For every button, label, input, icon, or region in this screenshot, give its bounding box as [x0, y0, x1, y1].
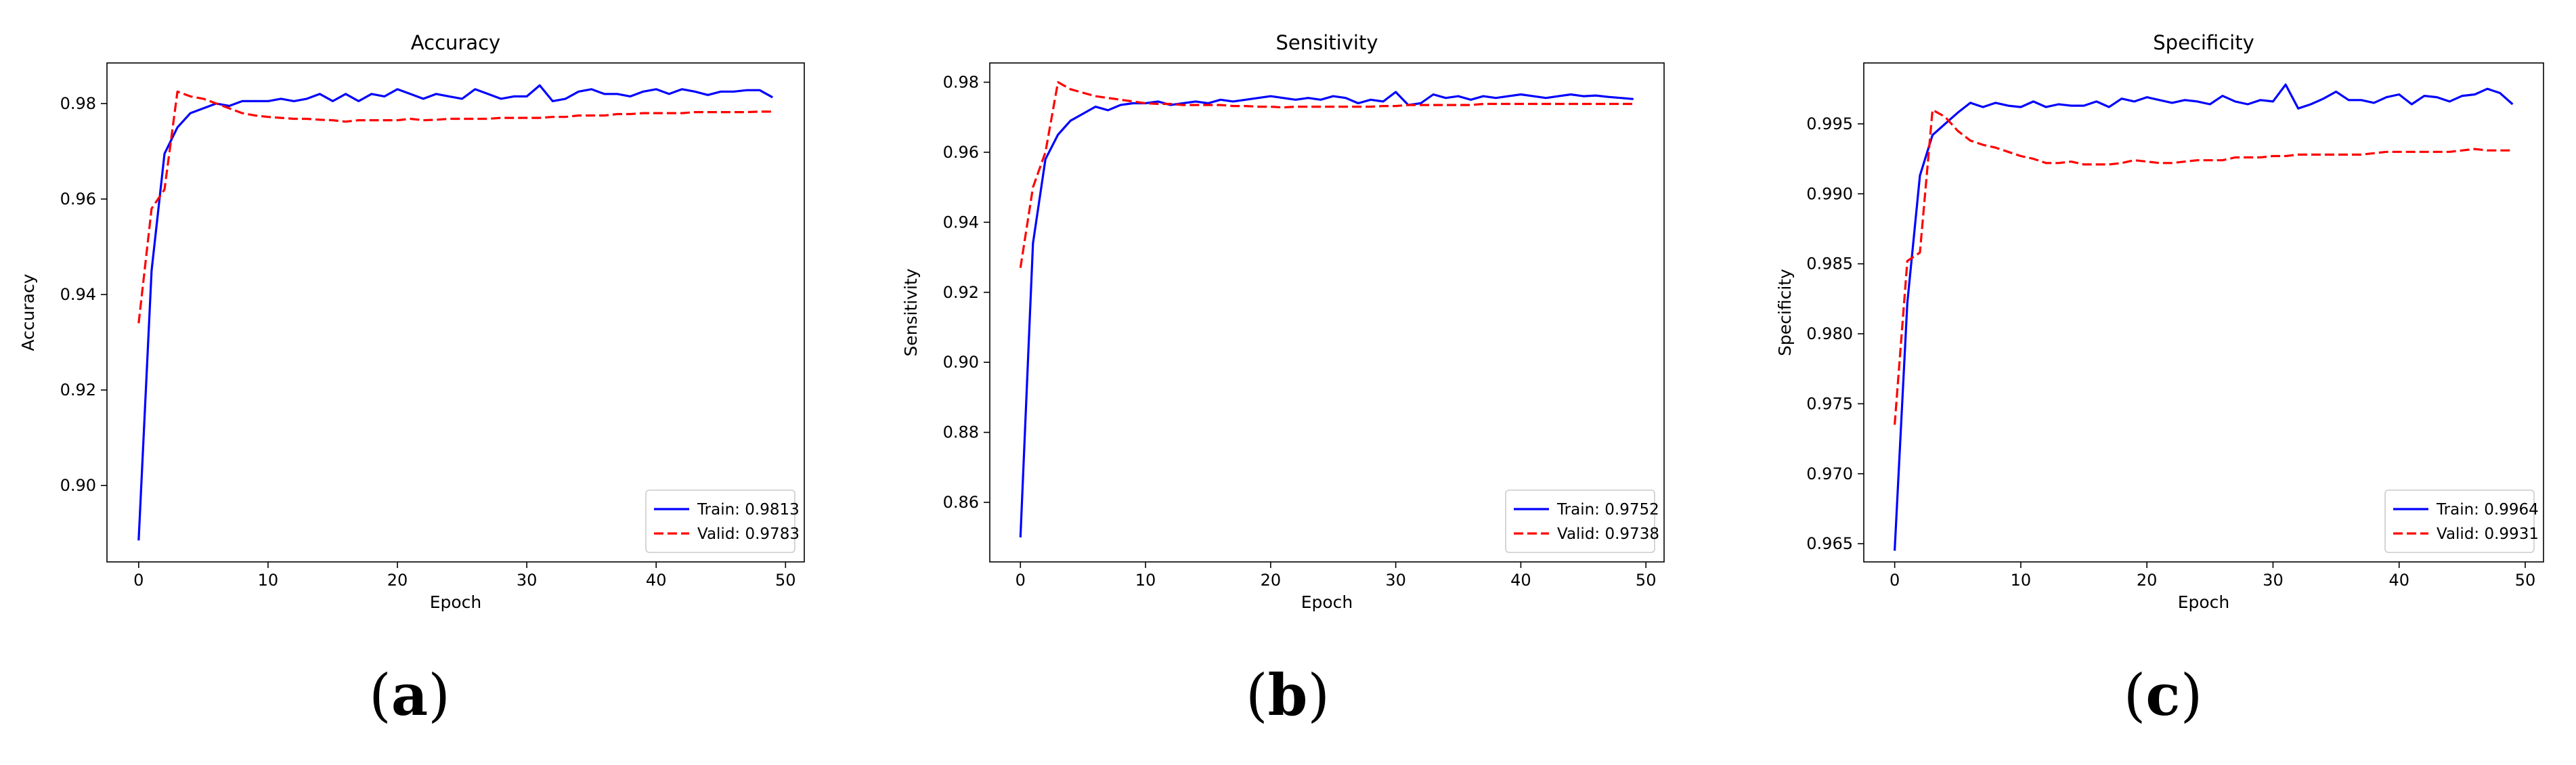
accuracy-legend-label-valid: Valid: 0.9783: [697, 525, 800, 543]
caption-a-letter: a: [391, 661, 429, 728]
accuracy-legend-box: [645, 489, 795, 553]
accuracy-ytick-label-4: 0.98: [60, 94, 96, 113]
specificity-legend-box: [2384, 489, 2535, 553]
sensitivity-series-train-line: [1019, 91, 1634, 538]
accuracy-ytick-label-1: 0.92: [60, 380, 96, 399]
sensitivity-legend-box: [1505, 489, 1655, 553]
accuracy-axes-frame: [106, 62, 805, 563]
sensitivity-ytick-label-5: 0.96: [943, 143, 979, 162]
specificity-axes-frame: [1863, 62, 2544, 563]
sensitivity-ytick-label-0: 0.86: [943, 493, 979, 512]
specificity-panel: Specificity 0 10 20 30 40 50 0.965 0.970 0.975 0.9…: [1775, 31, 2544, 612]
accuracy-ytick-label-2: 0.94: [60, 285, 96, 304]
caption-c: (c): [2123, 661, 2203, 728]
sensitivity-ytick-label-4: 0.94: [943, 213, 979, 232]
accuracy-series-valid-line: [137, 90, 773, 324]
accuracy-ytick-label-0: 0.90: [60, 476, 96, 495]
accuracy-legend-label-train: Train: 0.9813: [697, 501, 800, 519]
caption-b-letter: b: [1267, 661, 1308, 728]
accuracy-legend: Train: 0.9813 Valid: 0.9783: [645, 489, 800, 553]
specificity-xtick-label-30: 30: [2263, 571, 2284, 590]
specificity-xtick-label-10: 10: [2011, 571, 2032, 590]
specificity-series-train-line: [1894, 83, 2514, 551]
sensitivity-xtick-label-40: 40: [1510, 571, 1531, 590]
sensitivity-xtick-label-20: 20: [1261, 571, 1282, 590]
accuracy-xtick-label-40: 40: [646, 571, 667, 590]
sensitivity-legend-label-train: Train: 0.9752: [1556, 501, 1659, 519]
sensitivity-xtick-label-0: 0: [1016, 571, 1026, 590]
sensitivity-ytick-label-3: 0.92: [943, 283, 979, 302]
specificity-ytick-label-6: 0.995: [1806, 114, 1853, 133]
sensitivity-ytick-label-1: 0.88: [943, 423, 979, 442]
accuracy-xtick-label-20: 20: [387, 571, 408, 590]
sensitivity-xtick-label-30: 30: [1385, 571, 1406, 590]
specificity-ytick-label-1: 0.970: [1806, 464, 1853, 483]
sensitivity-xlabel: Epoch: [1301, 592, 1353, 612]
specificity-legend-label-train: Train: 0.9964: [2436, 501, 2539, 519]
sensitivity-legend: Train: 0.9752 Valid: 0.9738: [1505, 489, 1659, 553]
specificity-series-valid-line: [1894, 108, 2513, 425]
sensitivity-title: Sensitivity: [1276, 31, 1378, 54]
caption-b: (b): [1245, 661, 1330, 728]
caption-c-letter: c: [2145, 661, 2181, 728]
specificity-ytick-label-5: 0.990: [1806, 184, 1853, 203]
specificity-title: Specificity: [2153, 31, 2254, 54]
specificity-ytick-label-0: 0.965: [1806, 534, 1853, 553]
accuracy-xtick-label-30: 30: [517, 571, 538, 590]
sensitivity-ylabel: Sensitivity: [901, 268, 921, 356]
accuracy-xtick-label-0: 0: [133, 571, 144, 590]
sensitivity-legend-label-valid: Valid: 0.9738: [1557, 525, 1659, 543]
accuracy-ytick-label-3: 0.96: [60, 190, 96, 209]
specificity-xtick-label-20: 20: [2137, 571, 2158, 590]
sensitivity-xtick-label-50: 50: [1636, 571, 1657, 590]
sensitivity-ytick-label-6: 0.98: [943, 72, 979, 91]
accuracy-panel: Accuracy 0 10 20 30 40 50 0.90 0.92 0.94 0.96 0.98 E…: [18, 31, 805, 612]
specificity-ytick-label-3: 0.980: [1806, 324, 1853, 343]
specificity-ytick-label-2: 0.975: [1806, 394, 1853, 413]
specificity-legend-label-valid: Valid: 0.9931: [2437, 525, 2539, 543]
sensitivity-xtick-label-10: 10: [1135, 571, 1156, 590]
specificity-legend: Train: 0.9964 Valid: 0.9931: [2384, 489, 2539, 553]
specificity-xtick-label-0: 0: [1890, 571, 1900, 590]
accuracy-xlabel: Epoch: [430, 592, 482, 612]
sensitivity-axes-frame: [989, 62, 1665, 563]
accuracy-ylabel: Accuracy: [18, 274, 38, 351]
accuracy-series-train-line: [137, 84, 773, 541]
accuracy-title: Accuracy: [411, 31, 500, 54]
specificity-ytick-label-4: 0.985: [1806, 255, 1853, 274]
sensitivity-ytick-label-2: 0.90: [943, 353, 979, 372]
sensitivity-panel: Sensitivity 0 10 20 30 40 50 0.86 0.88 0.90 0.92 0.…: [901, 31, 1665, 612]
specificity-xtick-label-40: 40: [2388, 571, 2409, 590]
accuracy-xtick-label-10: 10: [258, 571, 279, 590]
accuracy-xtick-label-50: 50: [775, 571, 796, 590]
specificity-ylabel: Specificity: [1775, 269, 1795, 356]
specificity-xlabel: Epoch: [2178, 592, 2230, 612]
specificity-xtick-label-50: 50: [2515, 571, 2536, 590]
caption-a: (a): [369, 661, 450, 728]
sensitivity-series-valid-line: [1019, 81, 1634, 268]
